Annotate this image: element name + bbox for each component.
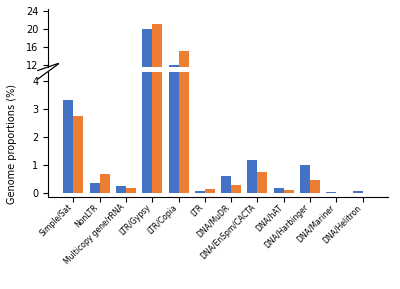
Bar bbox=[205, 189, 215, 193]
Bar bbox=[221, 176, 231, 193]
Bar bbox=[168, 0, 178, 193]
Bar bbox=[116, 186, 126, 193]
Bar bbox=[274, 188, 284, 193]
Bar bbox=[352, 191, 362, 193]
Bar bbox=[231, 117, 241, 118]
Bar bbox=[74, 106, 84, 118]
Bar bbox=[168, 65, 178, 118]
Bar bbox=[90, 117, 100, 118]
Bar bbox=[284, 190, 294, 193]
Bar bbox=[126, 188, 136, 193]
Bar bbox=[248, 160, 258, 193]
Bar bbox=[178, 0, 188, 193]
Bar bbox=[64, 103, 74, 118]
Bar bbox=[300, 165, 310, 193]
Bar bbox=[152, 24, 162, 118]
Bar bbox=[100, 115, 110, 118]
Bar bbox=[142, 0, 152, 193]
Bar bbox=[258, 172, 268, 193]
Bar bbox=[90, 184, 100, 193]
Bar bbox=[74, 116, 84, 193]
Bar bbox=[231, 185, 241, 193]
Bar bbox=[221, 116, 231, 118]
Bar bbox=[310, 116, 320, 118]
Bar bbox=[100, 174, 110, 193]
Bar bbox=[248, 113, 258, 118]
Bar bbox=[258, 115, 268, 118]
Bar bbox=[64, 99, 74, 193]
Bar bbox=[116, 117, 126, 118]
Bar bbox=[310, 180, 320, 193]
Bar bbox=[195, 191, 205, 193]
Bar bbox=[300, 114, 310, 118]
Text: Genome proportions (%): Genome proportions (%) bbox=[7, 84, 17, 205]
Bar bbox=[178, 51, 188, 118]
Bar bbox=[326, 192, 336, 193]
Legend: SES208, LA purple: SES208, LA purple bbox=[319, 71, 384, 98]
Bar bbox=[142, 29, 152, 118]
Bar bbox=[152, 0, 162, 193]
